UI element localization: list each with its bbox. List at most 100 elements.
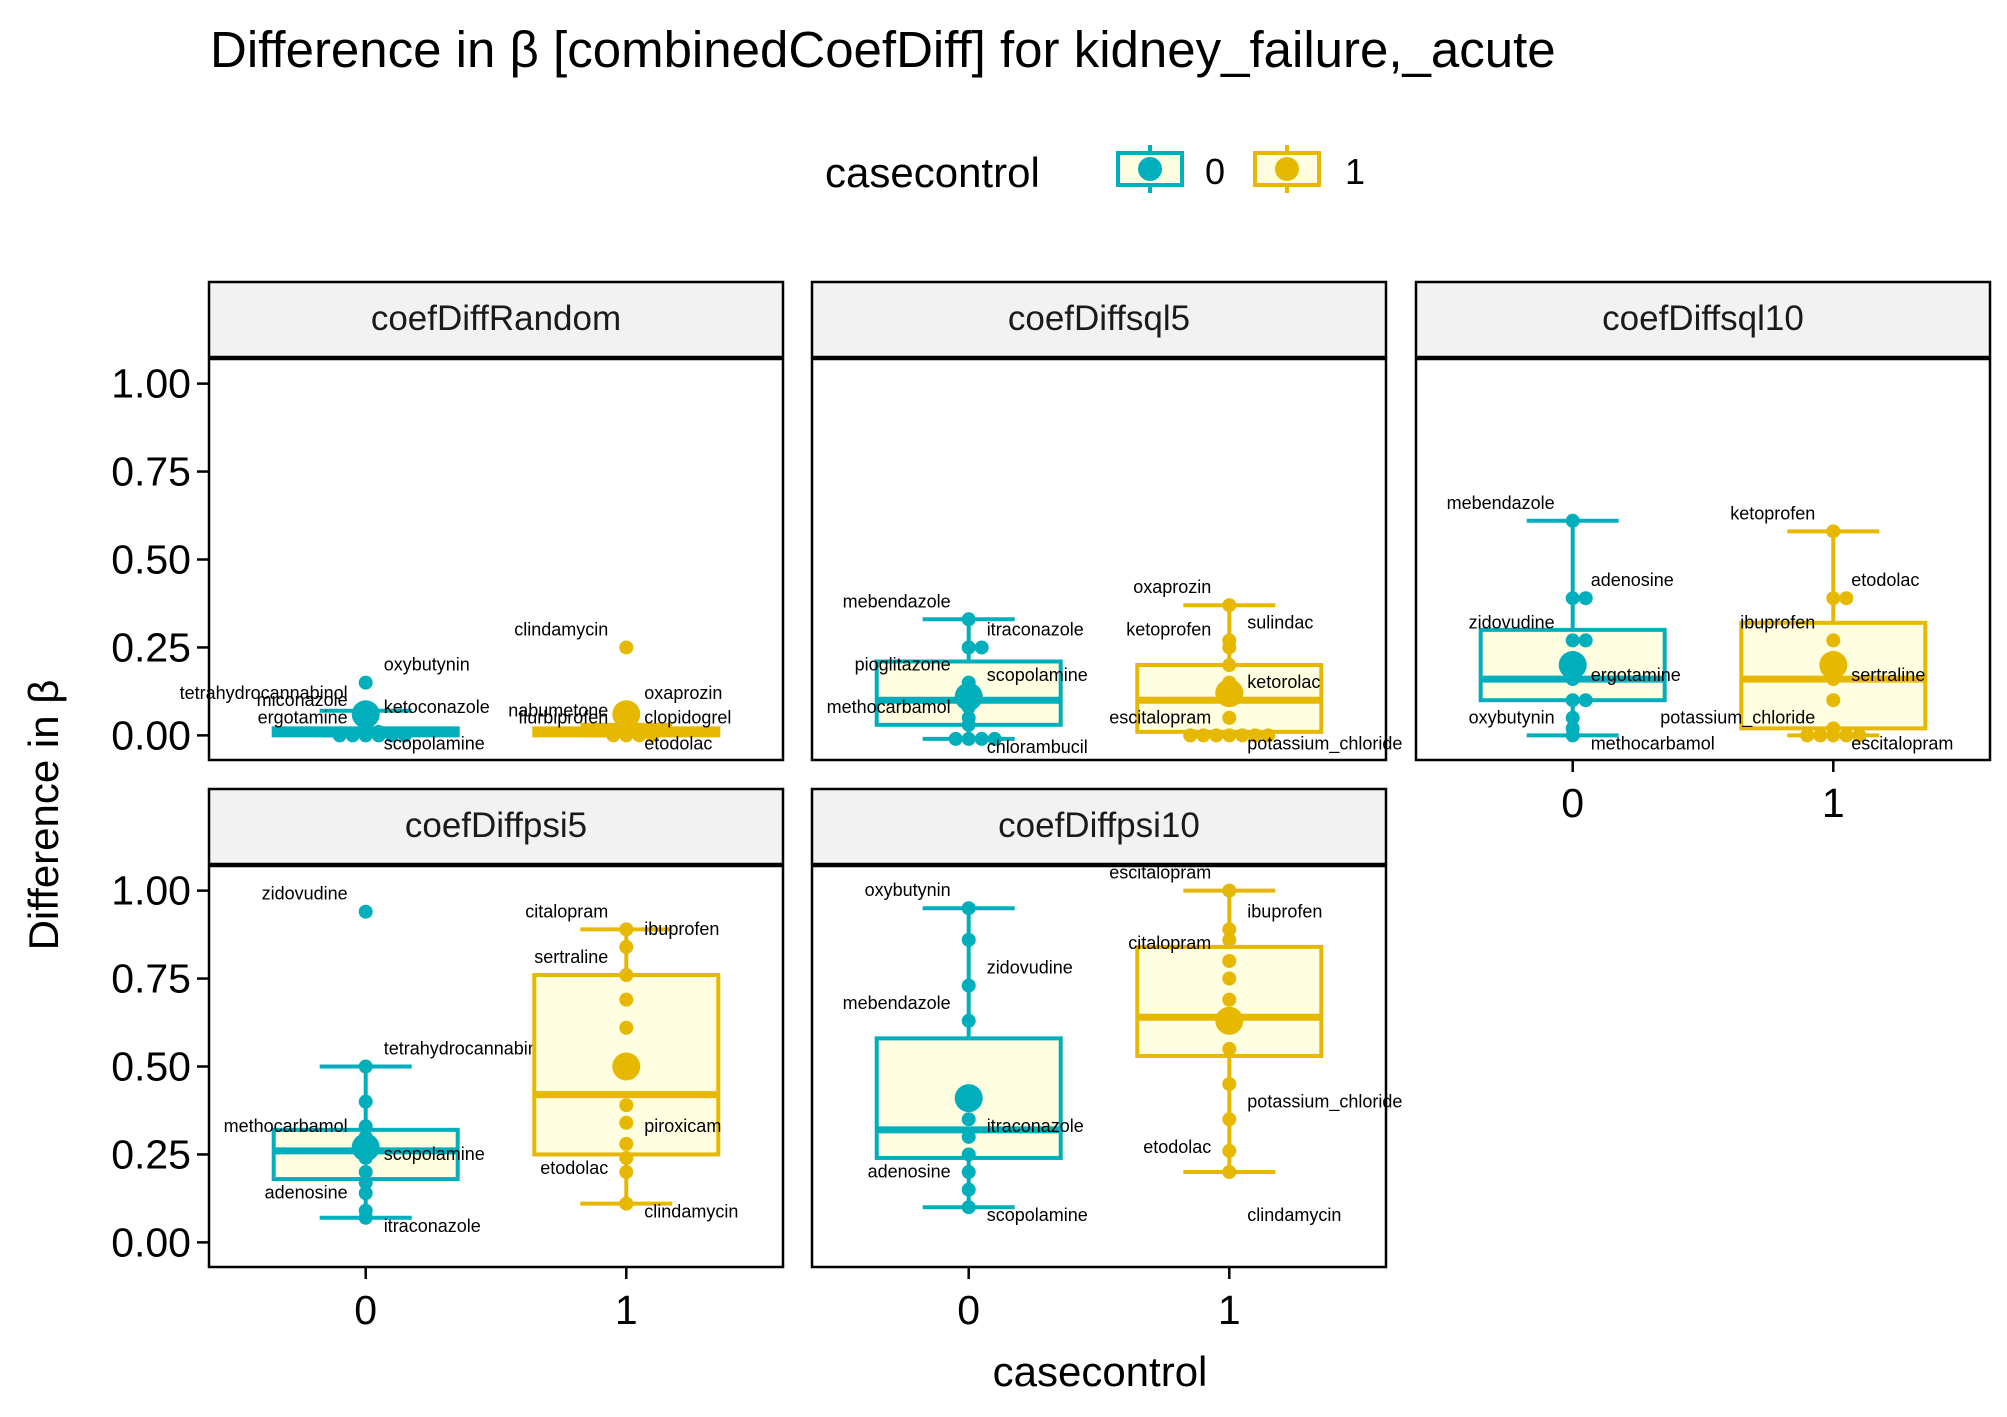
mean-point [1558, 651, 1587, 680]
data-point [619, 1150, 634, 1165]
data-point [371, 724, 386, 739]
point-label: nabumetone [508, 700, 608, 720]
point-label: ibuprofen [644, 919, 719, 939]
panel-border [207, 357, 785, 762]
data-point [987, 731, 1002, 746]
x-tick-label: 1 [1218, 1287, 1241, 1333]
x-tick-label: 1 [1822, 780, 1845, 826]
legend: casecontrol 0 1 [825, 145, 1365, 196]
data-point [1852, 728, 1867, 743]
data-point [619, 1136, 634, 1151]
data-point [1800, 728, 1815, 743]
y-tick-label: 1.00 [111, 868, 191, 914]
legend-key-0-point [1138, 157, 1162, 181]
data-point [974, 640, 989, 655]
data-point [1565, 710, 1580, 725]
group-0: mebendazole itraconazole pioglitazone scopo… [827, 591, 1088, 757]
point-label: escitalopram [1109, 707, 1211, 727]
data-point [1196, 728, 1211, 743]
point-label: mebendazole [843, 591, 951, 611]
data-point [1222, 971, 1237, 986]
point-label: tetrahydrocannabinol [180, 683, 348, 703]
point-label: methocarbamol [1591, 733, 1715, 753]
panel-coefDiffpsi10: coefDiffpsi10 0 1 oxybutynin zidovudine meben… [810, 787, 1402, 1333]
data-point [974, 731, 989, 746]
data-point [1826, 633, 1841, 648]
point-label: adenosine [1591, 570, 1674, 590]
y-tick-label: 0.75 [111, 449, 191, 495]
point-label: ketoprofen [1730, 503, 1815, 523]
point-label: miconazole [257, 690, 348, 710]
point-label: escitalopram [1851, 733, 1953, 753]
data-point [1222, 658, 1237, 673]
point-label: pioglitazone [855, 655, 951, 675]
data-point [1209, 728, 1224, 743]
point-label: itraconazole [987, 1116, 1084, 1136]
point-label: tetrahydrocannabinol [384, 1039, 552, 1059]
legend-key-0 [1116, 145, 1184, 193]
point-label: clindamycin [514, 619, 608, 639]
point-label: methocarbamol [827, 697, 951, 717]
point-label: mebendazole [843, 993, 951, 1013]
strip-background [207, 787, 785, 866]
x-tick-label: 0 [957, 1287, 980, 1333]
point-label: ketoprofen [1126, 619, 1211, 639]
data-point [645, 728, 660, 743]
data-point [1826, 591, 1841, 606]
legend-label-1: 1 [1345, 151, 1365, 192]
y-axis-title: Difference in β [20, 680, 67, 951]
y-tick-label: 0.50 [111, 537, 191, 583]
data-point [961, 1013, 976, 1028]
data-point [358, 1059, 373, 1074]
data-point [358, 675, 373, 690]
strip-label: coefDiffsql10 [1602, 299, 1804, 338]
point-label: adenosine [868, 1162, 951, 1182]
point-label: sulindac [1247, 612, 1313, 632]
data-point [1248, 728, 1263, 743]
data-point [1222, 598, 1237, 613]
group-1: citalopram ibuprofen sertraline piroxicam et… [525, 901, 738, 1221]
point-label: scopolamine [987, 665, 1088, 685]
group-1: ketoprofen etodolac ibuprofen sertraline pot… [1660, 503, 1953, 753]
x-axis-title: casecontrol [993, 1348, 1208, 1395]
mean-point [351, 1133, 380, 1162]
data-point [1222, 883, 1237, 898]
point-label: itraconazole [384, 1216, 481, 1236]
data-point [1222, 922, 1237, 937]
group-0: miconazole oxybutynin tetrahydrocannabinol… [180, 655, 490, 754]
data-point [961, 901, 976, 916]
point-label: ketoconazole [384, 697, 490, 717]
data-point [1222, 1041, 1237, 1056]
y-tick-label: 0.00 [111, 1219, 191, 1265]
panel-coefDiffsql10: coefDiffsql10 0 1 mebendazole adenosine zidov… [1414, 280, 1992, 826]
data-point [1222, 728, 1237, 743]
panels: coefDiffRandom 0.00 0.25 0.50 0.75 1.00 micona… [111, 280, 1992, 1333]
panel-coefDiffsql5: coefDiffsql5 mebendazole itraconazole piogl… [810, 280, 1402, 762]
data-point [1235, 728, 1250, 743]
group-1: escitalopram ibuprofen citalopram potassium… [1109, 863, 1402, 1226]
data-point [1578, 633, 1593, 648]
point-label: ibuprofen [1740, 612, 1815, 632]
data-point [961, 1165, 976, 1180]
x-tick-label: 0 [1561, 780, 1584, 826]
point-label: clindamycin [1247, 1205, 1341, 1225]
point-label: clopidogrel [644, 707, 731, 727]
data-point [1565, 721, 1580, 736]
legend-title: casecontrol [825, 149, 1040, 196]
group-0: mebendazole adenosine zidovudine ergotamine… [1447, 493, 1715, 754]
data-point [619, 939, 634, 954]
point-label: ketorolac [1247, 672, 1320, 692]
data-point [1578, 591, 1593, 606]
y-tick-label: 0.25 [111, 1131, 191, 1177]
point-label: potassium_chloride [1247, 733, 1402, 754]
mean-point [954, 682, 983, 711]
data-point [1565, 591, 1580, 606]
data-point [961, 932, 976, 947]
data-point [961, 731, 976, 746]
point-label: oxaprozin [1133, 577, 1211, 597]
strip-label: coefDiffsql5 [1008, 299, 1190, 338]
data-point [1222, 1165, 1237, 1180]
data-point [1813, 728, 1828, 743]
point-label: adenosine [265, 1183, 348, 1203]
